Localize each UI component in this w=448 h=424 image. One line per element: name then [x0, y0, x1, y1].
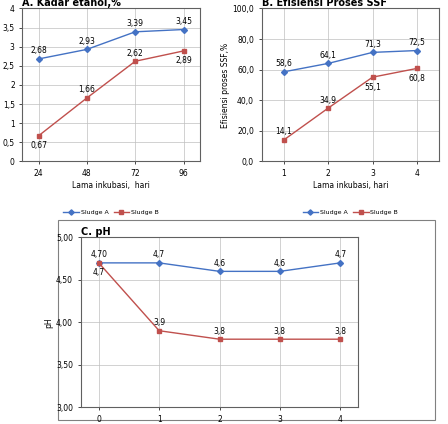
Text: 4,6: 4,6 [213, 259, 226, 268]
Text: 58,6: 58,6 [276, 59, 293, 68]
Y-axis label: pH: pH [44, 317, 53, 328]
Sludge B [96, 260, 101, 265]
Legend: Sludge A, Sludge B: Sludge A, Sludge B [61, 207, 161, 218]
Sludge A [181, 27, 186, 32]
Text: 3,45: 3,45 [175, 17, 192, 26]
Y-axis label: Efisiensi proses SSF,%: Efisiensi proses SSF,% [220, 42, 229, 128]
Text: 3,8: 3,8 [214, 326, 225, 336]
Sludge B [326, 106, 331, 111]
Sludge A [277, 269, 283, 274]
Sludge B [277, 337, 283, 342]
Line: Sludge A: Sludge A [36, 28, 185, 61]
Text: C. pH: C. pH [81, 227, 110, 237]
Sludge B [156, 328, 162, 333]
Sludge A [217, 269, 222, 274]
Text: 3,39: 3,39 [127, 19, 144, 28]
Text: 55,1: 55,1 [364, 83, 381, 92]
Text: 4,70: 4,70 [90, 250, 107, 259]
Text: 4,7: 4,7 [93, 268, 105, 277]
Sludge A [133, 29, 138, 34]
Text: 4,6: 4,6 [274, 259, 286, 268]
Text: A. Kadar etanol,%: A. Kadar etanol,% [22, 0, 121, 8]
Sludge A [370, 50, 375, 55]
Text: 2,93: 2,93 [78, 37, 95, 46]
Sludge B [84, 95, 90, 100]
Text: 71,3: 71,3 [364, 40, 381, 49]
Text: 4,7: 4,7 [334, 250, 346, 259]
Line: Sludge A: Sludge A [282, 48, 419, 74]
Text: 3,8: 3,8 [274, 326, 286, 336]
Sludge A [338, 260, 343, 265]
Sludge B [414, 66, 420, 71]
Sludge B [217, 337, 222, 342]
Text: 64,1: 64,1 [320, 51, 336, 60]
Sludge A [156, 260, 162, 265]
Text: 0,67: 0,67 [30, 141, 47, 151]
Text: 2,62: 2,62 [127, 49, 144, 58]
Text: 34,9: 34,9 [320, 95, 337, 104]
Text: 1,66: 1,66 [78, 85, 95, 95]
Text: 2,89: 2,89 [175, 56, 192, 65]
Line: Sludge B: Sludge B [97, 261, 342, 341]
Sludge A [84, 47, 90, 52]
Sludge B [281, 137, 287, 142]
Text: 60,8: 60,8 [409, 74, 425, 83]
Text: 3,9: 3,9 [153, 318, 165, 327]
Text: 2,68: 2,68 [30, 46, 47, 56]
Line: Sludge B: Sludge B [282, 67, 419, 142]
Sludge A [326, 61, 331, 66]
Sludge B [36, 133, 41, 138]
Sludge A [96, 260, 101, 265]
Sludge B [370, 75, 375, 80]
Line: Sludge A: Sludge A [97, 261, 342, 273]
Sludge B [338, 337, 343, 342]
Sludge A [36, 56, 41, 61]
Text: 14,1: 14,1 [276, 127, 292, 137]
X-axis label: Lama inkubasi,  hari: Lama inkubasi, hari [72, 181, 150, 190]
Text: B. Efisiensi Proses SSF: B. Efisiensi Proses SSF [262, 0, 387, 8]
Sludge B [181, 48, 186, 53]
Legend: Sludge A, Sludge B: Sludge A, Sludge B [300, 207, 401, 218]
Sludge A [281, 69, 287, 74]
X-axis label: Lama inkubasi, hari: Lama inkubasi, hari [313, 181, 388, 190]
Sludge B [133, 59, 138, 64]
Text: 4,7: 4,7 [153, 250, 165, 259]
Text: 3,8: 3,8 [334, 326, 346, 336]
Sludge A [414, 48, 420, 53]
Line: Sludge B: Sludge B [36, 49, 185, 138]
Text: 72,5: 72,5 [409, 38, 425, 47]
